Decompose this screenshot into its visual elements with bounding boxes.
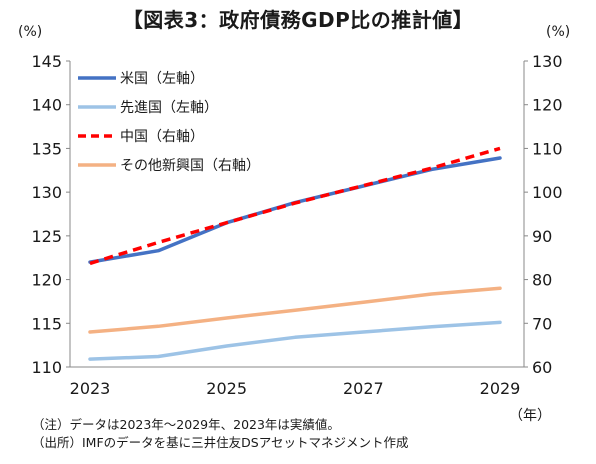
left-tick-label: 120 [31,271,62,290]
right-tick-label: 110 [532,139,563,158]
right-tick-label: 80 [532,271,552,290]
footnote-source: （出所）IMFのデータを基に三井住友DSアセットマネジメント作成 [32,435,409,450]
left-tick-label: 125 [31,227,62,246]
chart-title: 【図表3：政府債務GDP比の推計値】 [122,8,474,32]
left-tick-label: 135 [31,139,62,158]
x-tick-label: 2023 [70,379,111,398]
left-tick-label: 130 [31,183,62,202]
series-line-2 [89,146,501,266]
legend-label-0: 米国（左軸） [120,71,204,87]
left-tick-label: 145 [31,52,62,71]
left-axis-unit: (%) [18,24,42,40]
right-axis-unit: (%) [546,24,570,40]
right-tick-label: 70 [532,314,552,333]
left-tick-label: 110 [31,358,62,377]
right-tick-label: 120 [532,96,563,115]
legend-label-2: 中国（右軸） [120,129,204,145]
legend-label-1: 先進国（左軸） [120,100,218,116]
right-tick-label: 130 [532,52,563,71]
left-tick-label: 140 [31,96,62,115]
x-axis-unit: （年） [509,408,551,424]
series-line-1 [88,320,502,361]
footnote-note: （注）データは2023年～2029年、2023年は実績値。 [32,417,340,432]
series-line-3 [88,286,502,334]
right-tick-label: 60 [532,358,552,377]
x-tick-label: 2027 [343,379,384,398]
right-tick-label: 100 [532,183,563,202]
legend-label-3: その他新興国（右軸） [120,158,260,174]
x-tick-label: 2025 [206,379,247,398]
left-tick-label: 115 [31,314,62,333]
x-tick-label: 2029 [480,379,521,398]
right-tick-label: 90 [532,227,552,246]
